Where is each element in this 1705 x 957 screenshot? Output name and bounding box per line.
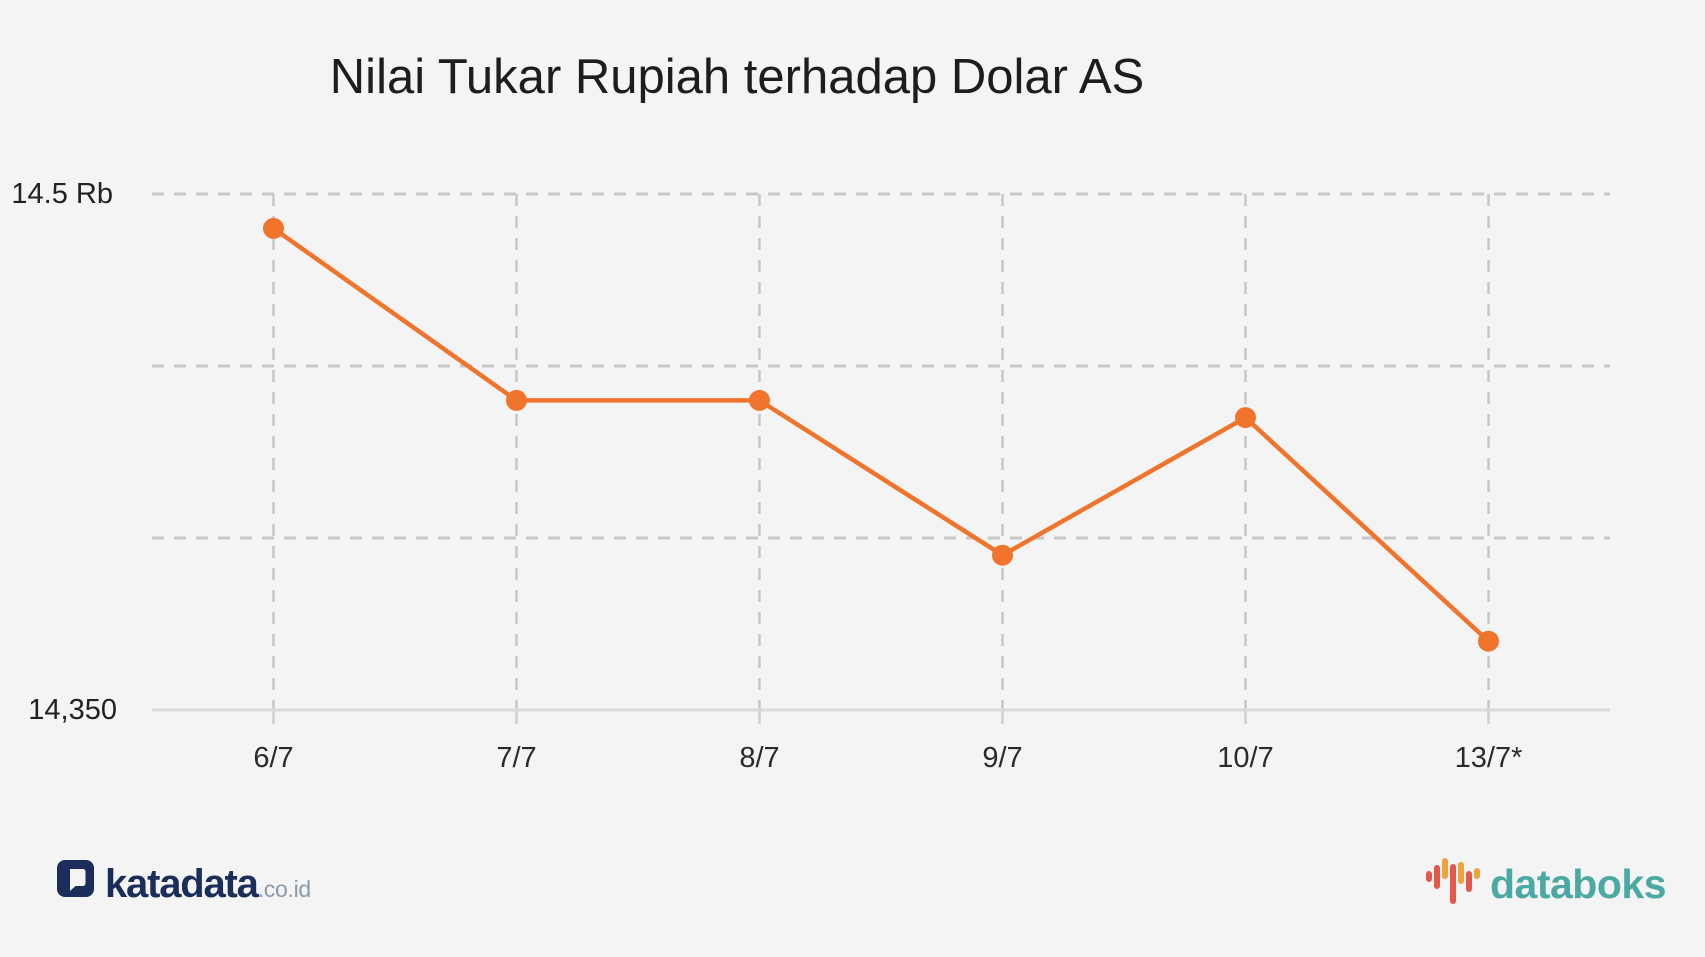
data-line: [271, 226, 1491, 644]
databoks-bar-chart-icon: [1426, 858, 1482, 909]
katadata-logo: katadata .co.id: [57, 860, 311, 906]
data-point: [749, 389, 770, 411]
y-axis-label-top: 14.5 Rb: [11, 178, 113, 210]
katadata-coid-suffix: .co.id: [257, 876, 311, 902]
data-point: [506, 389, 527, 411]
chart-title: Nilai Tukar Rupiah terhadap Dolar AS: [329, 50, 1145, 104]
data-point: [263, 217, 284, 239]
katadata-speech-bubble-d-icon: [57, 860, 95, 903]
y-axis-label-bottom: 14,350: [28, 694, 117, 726]
data-point: [1235, 407, 1256, 429]
data-point: [1478, 630, 1499, 652]
x-axis-label: 8/7: [739, 742, 780, 774]
x-axis-label: 9/7: [982, 742, 1023, 774]
data-point: [992, 544, 1013, 566]
databoks-logo: databoks: [1426, 858, 1667, 909]
x-axis-label: 7/7: [496, 742, 537, 774]
x-axis-label: 6/7: [253, 742, 294, 774]
katadata-wordmark: katadata: [105, 862, 259, 906]
x-axis-label: 13/7*: [1454, 742, 1523, 774]
x-axis-label: 10/7: [1217, 742, 1274, 774]
databoks-wordmark: databoks: [1490, 860, 1667, 907]
